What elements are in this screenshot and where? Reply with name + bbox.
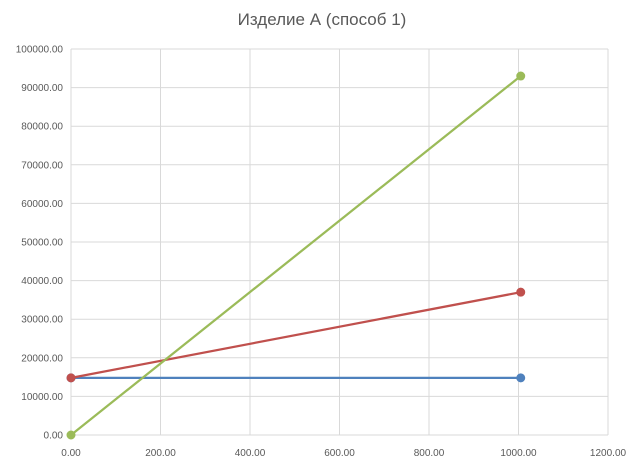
y-tick-label: 20000.00 [21,353,63,364]
series-3-point [516,71,526,81]
y-tick-label: 0.00 [44,431,64,442]
y-tick-label: 30000.00 [21,315,63,326]
series-1-point [516,373,526,383]
x-tick-label: 400.00 [235,448,266,459]
x-tick-label: 800.00 [414,448,445,459]
x-tick-label: 1200.00 [590,448,627,459]
series-2-point [66,373,76,383]
y-tick-label: 50000.00 [21,238,63,249]
y-tick-label: 80000.00 [21,122,63,133]
series-2-point [516,287,526,297]
y-tick-label: 60000.00 [21,199,63,210]
y-tick-label: 70000.00 [21,160,63,171]
x-tick-label: 1000.00 [500,448,537,459]
y-tick-label: 100000.00 [16,45,64,56]
series-3-line [69,74,522,437]
y-tick-label: 10000.00 [21,392,63,403]
x-tick-label: 600.00 [324,448,355,459]
y-tick-label: 40000.00 [21,276,63,287]
x-tick-label: 0.00 [61,448,81,459]
chart-title: Изделие А (способ 1) [237,10,407,29]
series-3-point [66,430,76,440]
x-tick-label: 200.00 [145,448,176,459]
y-tick-label: 90000.00 [21,83,63,94]
series-2-line [69,291,522,380]
